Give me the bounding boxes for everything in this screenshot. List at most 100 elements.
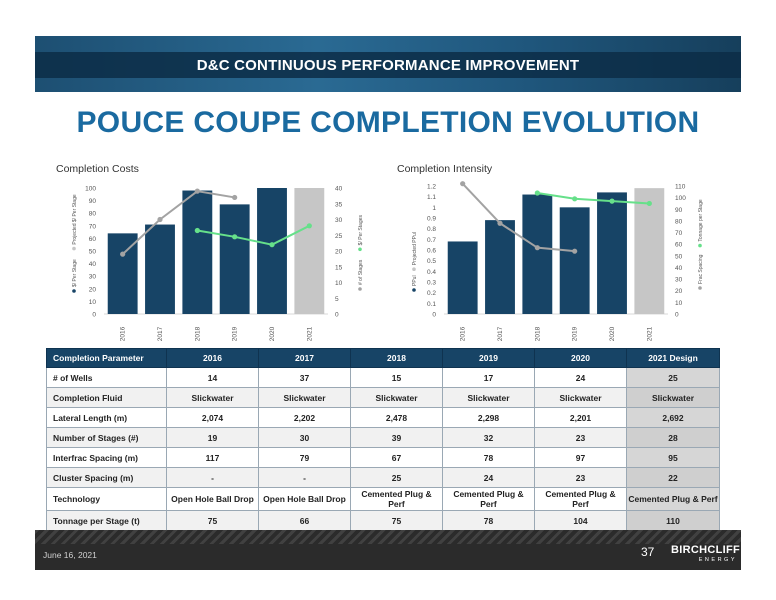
y2-tick-label: 40 <box>675 265 683 272</box>
table-cell: 25 <box>350 467 443 488</box>
y2-tick-label: 0 <box>675 312 679 319</box>
legend-label: PPul <box>412 275 418 286</box>
y-tick-label: 80 <box>89 211 97 218</box>
legend-marker <box>72 246 76 251</box>
table-cell: Cluster Spacing (m) <box>46 467 167 488</box>
series-point <box>646 200 652 207</box>
series-line <box>197 224 310 246</box>
footer-date: June 16, 2021 <box>43 550 97 560</box>
table-cell: 2,202 <box>258 407 351 428</box>
right-legend: # of Stages $/ Per Stages <box>358 215 364 291</box>
y-tick-label: 0 <box>92 312 96 319</box>
table-cell: 23 <box>534 467 627 488</box>
chart-title-intensity: Completion Intensity <box>397 163 493 175</box>
legend-marker <box>698 243 702 248</box>
table-cell: 30 <box>258 427 351 448</box>
logo-main-text: BIRCHCLIFF <box>671 544 740 556</box>
series-point <box>497 220 503 226</box>
series-line <box>537 191 650 205</box>
y-tick-label: 0.8 <box>427 226 436 233</box>
series-point <box>194 188 200 194</box>
table-cell: Technology <box>46 487 167 511</box>
table-row: Lateral Length (m) 2,074 2,202 2,478 2,298 2,… <box>46 407 720 428</box>
table-cell: Slickwater <box>626 387 720 408</box>
table-cell: - <box>166 467 259 488</box>
table-cell: 117 <box>166 447 259 468</box>
y-tick-label: 50 <box>89 249 97 256</box>
table-cell: Slickwater <box>350 387 443 408</box>
logo-sub-text: ENERGY <box>698 557 737 563</box>
y-tick-label: 70 <box>89 223 97 230</box>
y-tick-label: 40 <box>89 261 97 268</box>
bar <box>182 190 213 314</box>
y-tick-label: 90 <box>89 198 97 205</box>
y2-tick-label: 10 <box>335 280 343 287</box>
series-point <box>609 198 615 204</box>
table-header-cell: Completion Parameter <box>46 348 167 368</box>
y2-tick-label: 110 <box>675 184 686 191</box>
y-tick-label: 0.6 <box>427 248 436 255</box>
table-cell: 2,201 <box>534 407 627 428</box>
x-tick-label: 2019 <box>232 326 239 341</box>
table-cell: 75 <box>166 510 259 531</box>
y2-tick-label: 0 <box>335 312 339 319</box>
table-cell: Slickwater <box>534 387 627 408</box>
table-cell: Lateral Length (m) <box>46 407 167 428</box>
table-header-cell: 2019 <box>442 348 535 368</box>
y-tick-label: 0.7 <box>427 237 436 244</box>
y-tick-label: 60 <box>89 236 97 243</box>
y2-tick-label: 30 <box>675 277 683 284</box>
bar <box>294 188 325 314</box>
table-cell: 37 <box>258 367 351 388</box>
table-cell: 24 <box>534 367 627 388</box>
y-tick-label: 20 <box>89 286 97 293</box>
y2-tick-label: 70 <box>675 230 683 237</box>
table-cell: 104 <box>534 510 627 531</box>
page-title: POUCE COUPE COMPLETION EVOLUTION <box>76 106 700 139</box>
series-point <box>534 245 540 251</box>
chart-title-costs: Completion Costs <box>56 163 139 175</box>
table-header-cell: 2021 Design <box>626 348 720 368</box>
bar <box>597 192 627 314</box>
table-cell: 2,298 <box>442 407 535 428</box>
table-row: Technology Open Hole Ball Drop Open Hole B… <box>46 487 720 511</box>
table-cell: 95 <box>626 447 720 468</box>
x-tick-label: 2020 <box>269 326 276 341</box>
legend-label: # of Stages <box>358 259 364 285</box>
y2-tick-label: 50 <box>675 253 683 260</box>
series-point <box>157 216 163 223</box>
table-cell: 14 <box>166 367 259 388</box>
x-tick-label: 2017 <box>497 326 504 341</box>
table-header-cell: 2017 <box>258 348 351 368</box>
table-row: Tonnage per Stage (t) 75 66 75 78 104 110 <box>46 510 720 531</box>
x-tick-label: 2019 <box>572 326 579 341</box>
table-cell: Open Hole Ball Drop <box>258 487 351 511</box>
x-tick-label: 2020 <box>609 326 616 341</box>
legend-marker <box>72 289 76 293</box>
series-point <box>572 248 578 254</box>
series-point <box>534 190 540 196</box>
y-tick-label: 30 <box>89 274 97 281</box>
table-cell: 39 <box>350 427 443 448</box>
table-cell: Slickwater <box>258 387 351 408</box>
table-row: # of Wells 14 37 15 17 24 25 <box>46 367 720 388</box>
banner-band <box>35 52 741 78</box>
bar <box>145 224 175 314</box>
table-cell: 22 <box>626 467 720 488</box>
x-tick-label: 2018 <box>534 326 541 341</box>
legend-marker <box>412 288 416 292</box>
table-cell: Cemented Plug & Perf <box>350 487 443 511</box>
banner-title: D&C CONTINUOUS PERFORMANCE IMPROVEMENT <box>196 57 580 74</box>
bar <box>634 188 665 314</box>
table-row: Completion Fluid Slickwater Slickwater Slic… <box>46 387 720 408</box>
bar <box>485 220 515 314</box>
bar <box>219 204 250 314</box>
table-cell: 15 <box>350 367 443 388</box>
legend-label: Projected PPul <box>412 232 418 265</box>
table-cell: 75 <box>350 510 443 531</box>
y2-tick-label: 35 <box>335 201 343 208</box>
y-tick-label: 0.9 <box>427 216 436 223</box>
table-header-cell: 2016 <box>166 348 259 368</box>
x-tick-label: 2018 <box>194 326 201 341</box>
table-row: Cluster Spacing (m) - -25 24 23 22 <box>46 467 720 488</box>
